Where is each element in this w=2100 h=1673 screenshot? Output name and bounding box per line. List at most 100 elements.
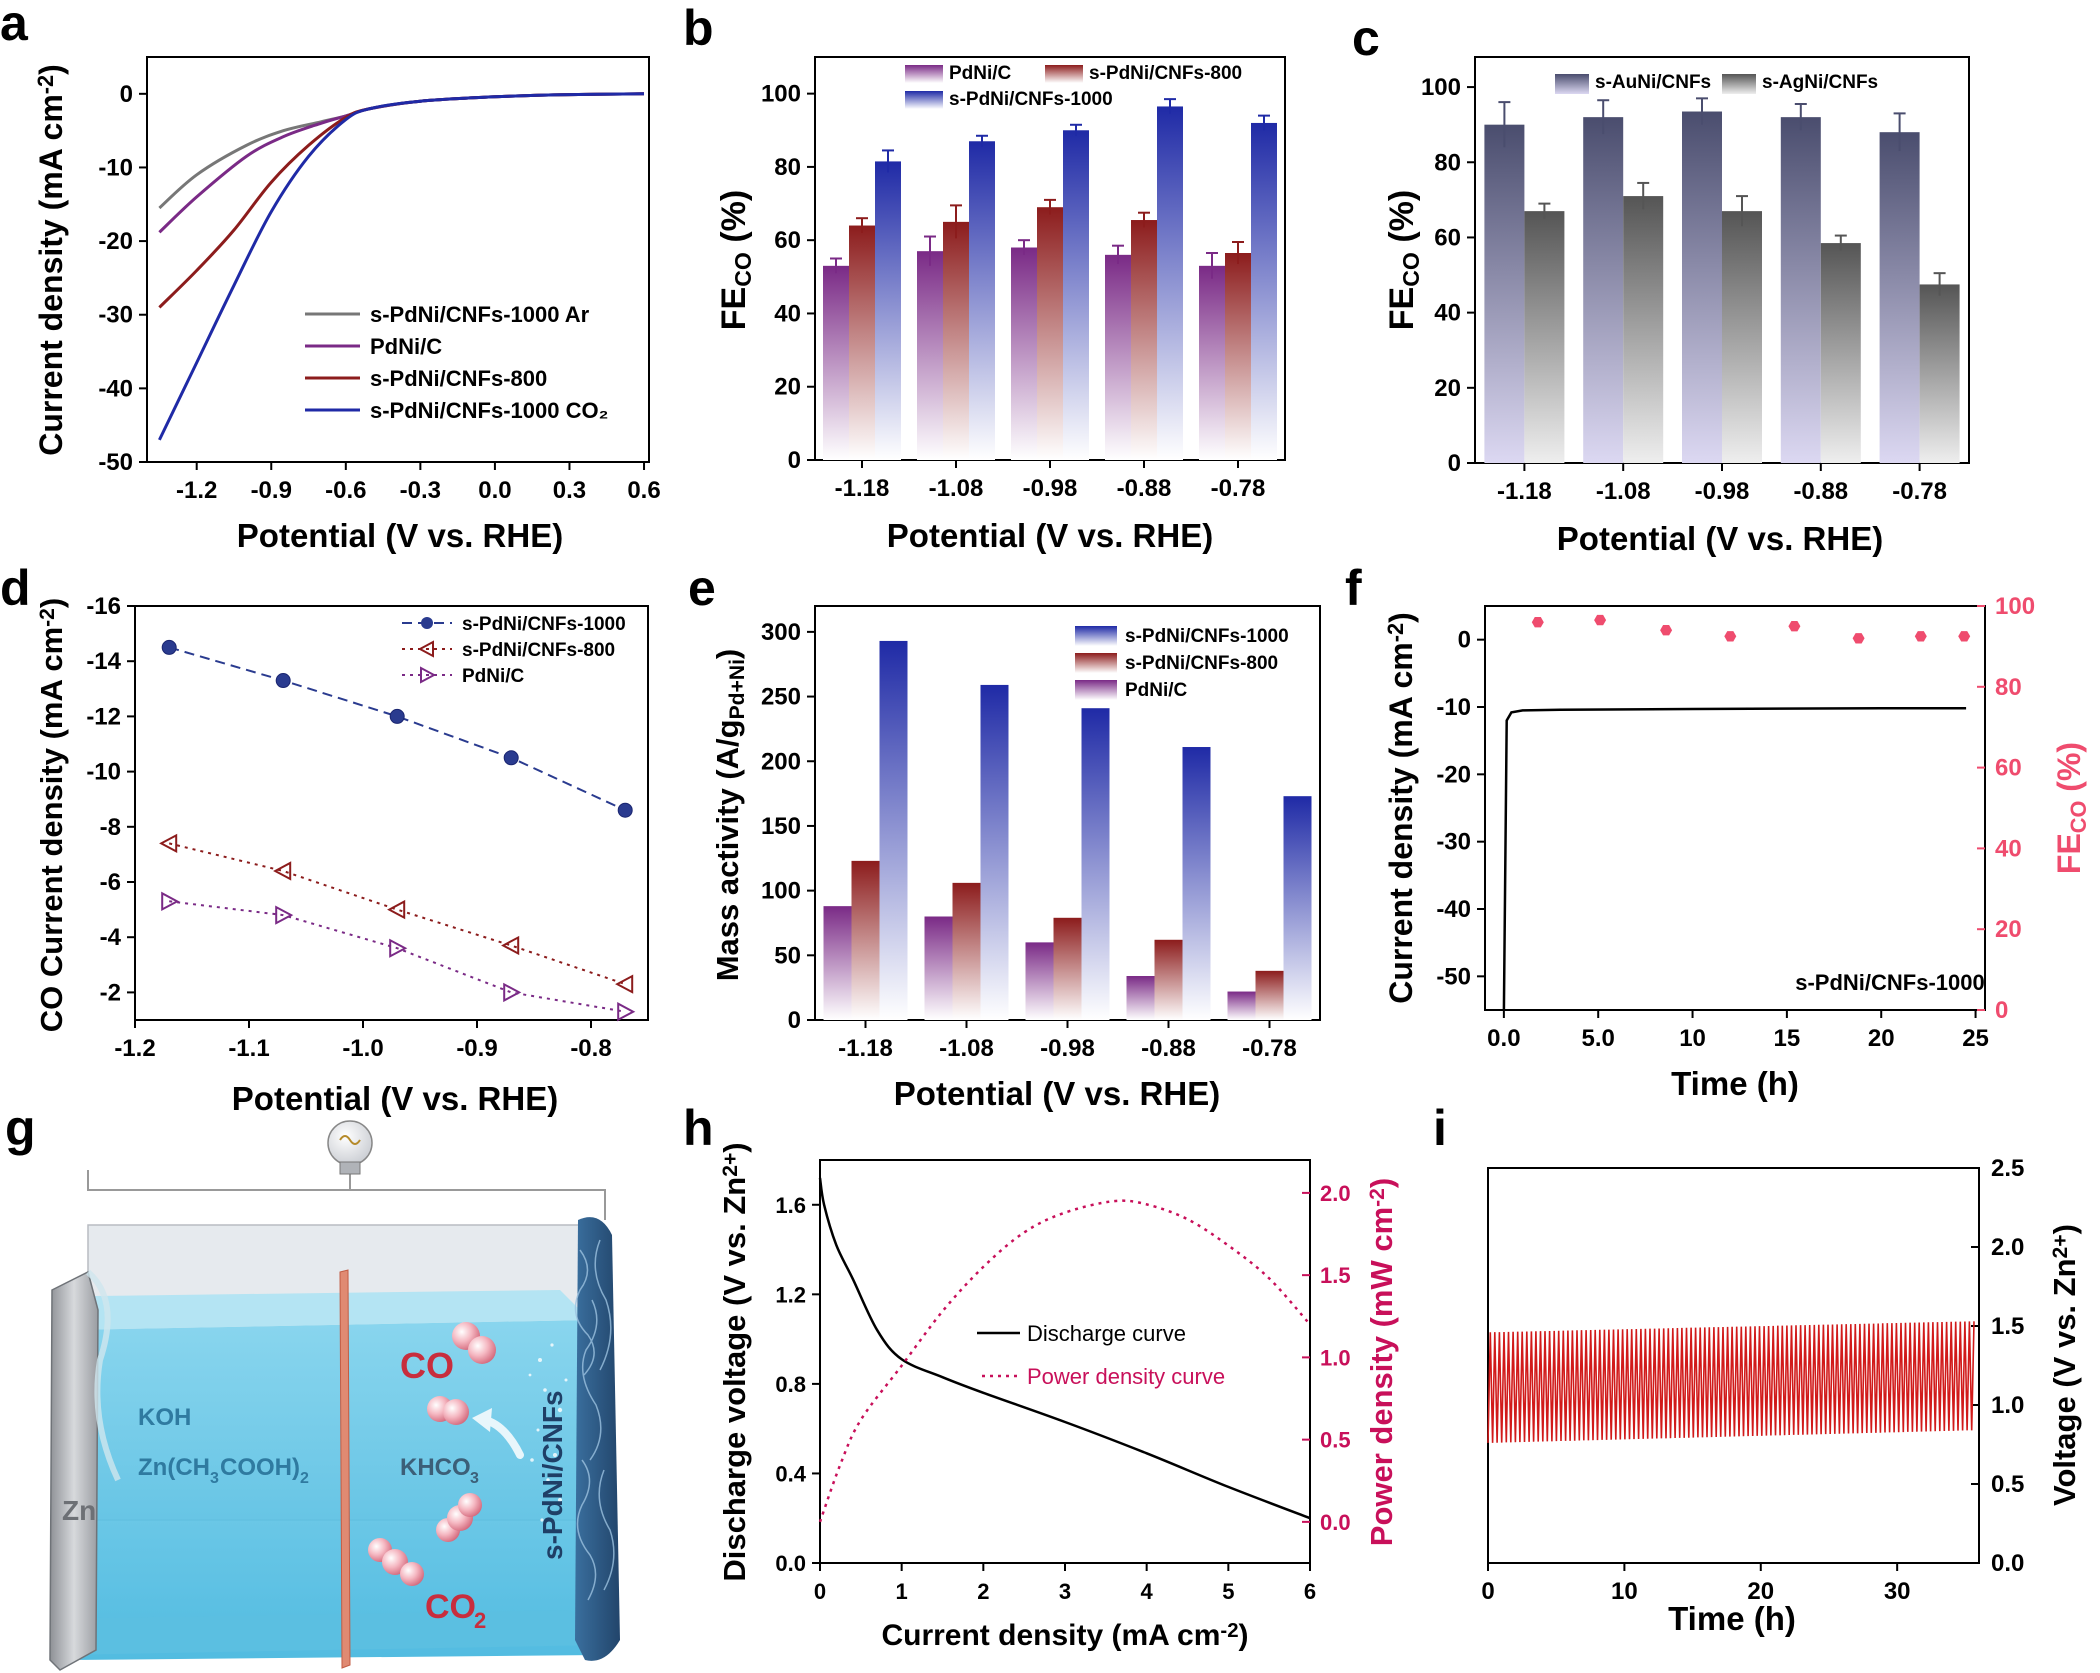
cnf-fibers xyxy=(574,1239,615,1601)
f-ylabel-part-2: ) xyxy=(1383,612,1419,623)
h-xtick-label: 3 xyxy=(1059,1579,1071,1604)
c-xtick-label: -1.08 xyxy=(1596,478,1651,505)
c-ylabel: FECO (%) xyxy=(1383,190,1424,330)
e-bar xyxy=(980,684,1009,1020)
e-bar xyxy=(1227,991,1256,1020)
co-label: CO xyxy=(400,1345,454,1386)
h-y2tick-label: 0.5 xyxy=(1320,1428,1351,1453)
i-ylabel-part-1: 2+ xyxy=(2049,1234,2072,1258)
c-xtick-label: -0.78 xyxy=(1892,478,1947,505)
i-plot-frame xyxy=(1487,1167,1980,1564)
d-series-line-2 xyxy=(169,900,626,1013)
c-ytick-label: 20 xyxy=(1434,375,1461,402)
b-bar xyxy=(1105,254,1131,460)
f-ylabel2: FECO (%) xyxy=(2051,742,2091,874)
b-bar xyxy=(943,221,969,460)
b-ylabel: FECO (%) xyxy=(715,190,756,330)
f-ytick-label: -10 xyxy=(1436,694,1471,721)
c-bar xyxy=(1780,117,1821,464)
f-ylabel-part-1: -2 xyxy=(1383,623,1408,642)
b-bar xyxy=(1157,106,1183,460)
b-bar xyxy=(969,141,995,460)
d-point-triangle-right xyxy=(389,938,408,958)
d-plot-frame xyxy=(134,605,649,1021)
b-ytick-label: 100 xyxy=(761,81,801,108)
zn-acetate-label: Zn(CH 3 COOH) 2 xyxy=(138,1454,309,1487)
f-fe-point xyxy=(1660,625,1673,636)
a-legend-label: s-PdNi/CNFs-800 xyxy=(370,366,547,391)
f-y2tick-label: 40 xyxy=(1995,835,2022,862)
c-xtick-label: -1.18 xyxy=(1497,478,1552,505)
c-ytick-label: 40 xyxy=(1434,300,1461,327)
c-bar xyxy=(1879,132,1920,463)
e-legend-swatch xyxy=(1075,653,1117,673)
d-point-triangle-right xyxy=(161,891,180,911)
e-ylabel-part-0: Mass activity (A/g xyxy=(710,719,745,981)
cathode-label: s-PdNi/CNFs xyxy=(537,1390,568,1560)
h-ylabel2-part-2: ) xyxy=(1364,1178,1399,1188)
b-legend-swatch xyxy=(1045,65,1083,83)
b-ylabel-part-2: (%) xyxy=(715,190,753,252)
a-ylabel-part-0: Current density (mA cm xyxy=(33,94,69,456)
b-bar xyxy=(823,265,849,460)
c-bar xyxy=(1682,111,1722,463)
f-xtick-label: 5.0 xyxy=(1582,1025,1615,1052)
i-ytick-label: 0.0 xyxy=(1991,1550,2024,1577)
e-bar xyxy=(952,882,981,1020)
c-bar xyxy=(1722,211,1762,463)
i-ytick-label: 0.5 xyxy=(1991,1471,2024,1498)
e-bar xyxy=(1154,939,1183,1020)
f-y2tick-label: 20 xyxy=(1995,916,2022,943)
c-legend-label: s-AuNi/CNFs xyxy=(1595,72,1711,93)
e-bar xyxy=(924,916,953,1020)
e-bar xyxy=(1025,942,1054,1020)
zn-label: Zn xyxy=(62,1495,96,1526)
a-plot-frame xyxy=(146,56,650,463)
a-ytick-label: -30 xyxy=(98,302,133,329)
f-xtick-label: 20 xyxy=(1868,1025,1895,1052)
a-xtick-label: 0.3 xyxy=(553,477,586,504)
e-bar xyxy=(1053,917,1082,1020)
c-xtick-label: -0.98 xyxy=(1695,478,1750,505)
b-legend-swatch xyxy=(905,65,943,83)
f-fe-point xyxy=(1958,631,1971,642)
e-ytick-label: 200 xyxy=(761,748,801,775)
zn-acetate-sub1: 3 xyxy=(210,1470,219,1487)
conversion-arrowhead xyxy=(472,1408,492,1432)
d-point-triangle-left xyxy=(387,899,406,920)
i-xtick-label: 10 xyxy=(1611,1578,1638,1605)
h-ytick-label: 0.4 xyxy=(775,1461,806,1486)
d-point-circle xyxy=(389,708,405,724)
zn-foil-curl xyxy=(85,1269,121,1482)
h-y2tick-label: 0.0 xyxy=(1320,1510,1351,1535)
d-legend-label: s-PdNi/CNFs-800 xyxy=(462,640,615,661)
e-bar xyxy=(1182,747,1211,1020)
electrolyte-top xyxy=(70,1290,590,1330)
a-ytick-label: -50 xyxy=(98,449,133,476)
b-legend-swatch xyxy=(905,91,943,109)
chart-d-co-current: -1.2 -1.1 -1.0 -0.9 -0.8 -16 -14 -12 -10 -8 -6 -4 -2… xyxy=(34,593,649,1117)
f-y2tick-label: 80 xyxy=(1995,674,2022,701)
h-xtick-label: 6 xyxy=(1304,1579,1316,1604)
panel-label-a: a xyxy=(0,0,29,51)
panel-label-f: f xyxy=(1345,560,1362,616)
f-plot-frame xyxy=(1484,605,1986,1011)
f-ytick-label: -50 xyxy=(1436,963,1471,990)
d-point-circle xyxy=(503,750,519,766)
b-bar xyxy=(1199,265,1225,460)
f-ytick-label: -30 xyxy=(1436,829,1471,856)
d-legend-label: s-PdNi/CNFs-1000 xyxy=(462,614,626,635)
d-ylabel-part-2: ) xyxy=(34,598,69,608)
h-xtick-label: 1 xyxy=(896,1579,908,1604)
d-ytick-label: -14 xyxy=(86,648,121,675)
h-plot-frame xyxy=(819,1159,1311,1564)
e-bar xyxy=(1081,708,1110,1020)
co2-label-sub: 2 xyxy=(474,1608,486,1633)
b-bar xyxy=(1037,207,1063,460)
chart-e-mass-activity: -1.18 -1.08 -0.98 -0.88 -0.78 0 50 100 150 200 250… xyxy=(710,605,1321,1112)
d-ytick-label: -8 xyxy=(100,814,121,841)
b-legend-label: PdNi/C xyxy=(949,63,1012,84)
c-xlabel: Potential (V vs. RHE) xyxy=(1557,520,1883,557)
e-xlabel: Potential (V vs. RHE) xyxy=(894,1075,1220,1112)
